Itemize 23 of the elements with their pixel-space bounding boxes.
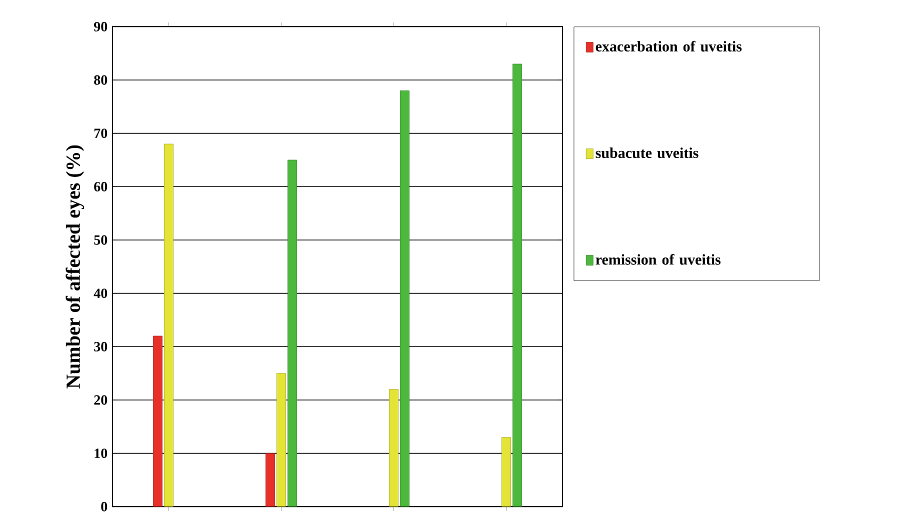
y-tick-label: 50 [94, 235, 108, 244]
y-tick-label: 70 [94, 128, 108, 138]
y-tick-label: 10 [94, 448, 108, 458]
y-axis-title: Number of affected eyes (%) [66, 145, 84, 388]
bar [276, 372, 286, 506]
y-tick-label: 20 [94, 395, 108, 404]
bar [266, 452, 275, 506]
bar [389, 388, 398, 506]
y-tick-label: 30 [94, 342, 108, 352]
y-tick-label: 80 [94, 75, 108, 84]
bar [153, 336, 162, 506]
bar [512, 64, 522, 506]
bar [400, 90, 410, 506]
legend-label: remission of uveitis [596, 254, 721, 265]
y-tick-label: 0 [101, 502, 108, 512]
legend-label: subacute uveitis [596, 147, 698, 158]
bar [288, 160, 297, 506]
y-tick-label: 90 [94, 22, 108, 32]
bar [502, 436, 511, 506]
bar [164, 144, 174, 506]
legend-label: exacerbation of uveitis [596, 40, 742, 52]
y-tick-label: 40 [94, 288, 108, 298]
y-tick-label: 60 [94, 182, 108, 192]
